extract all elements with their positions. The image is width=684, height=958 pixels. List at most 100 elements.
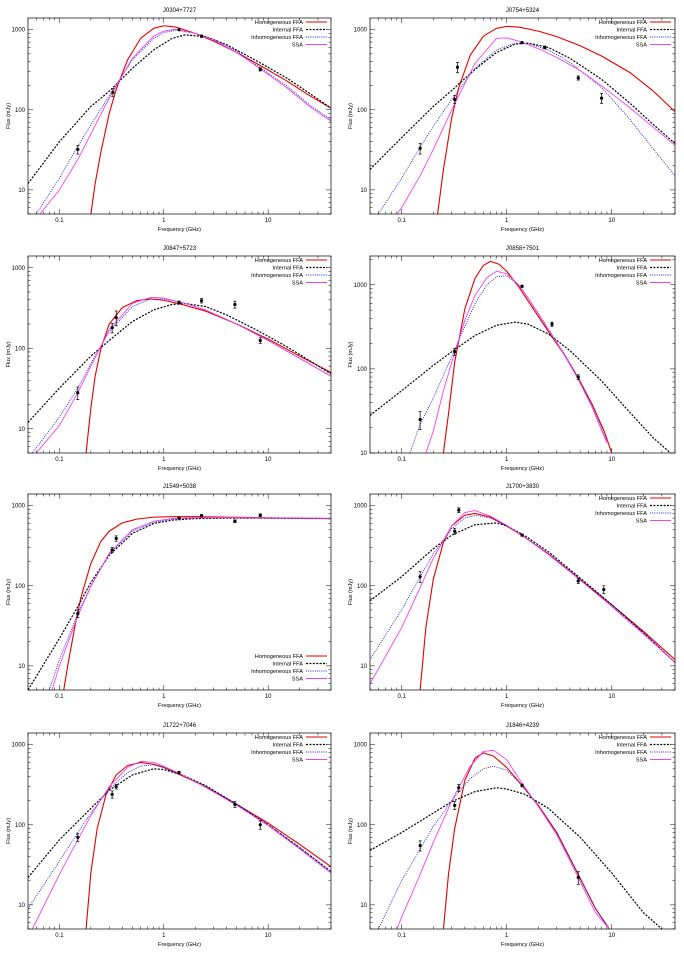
x-tick-label: 1 (505, 933, 509, 939)
model-curves (28, 296, 331, 453)
legend-label: Homogeneous FFA (255, 258, 303, 264)
data-point (258, 338, 262, 343)
legend-label: Internal FFA (617, 266, 648, 272)
x-tick-label: 10 (608, 457, 615, 463)
data-point (543, 45, 547, 50)
series-inhomogeneous-ffa (377, 42, 675, 214)
y-tick-label: 10 (18, 427, 25, 433)
x-tick-label: 10 (265, 218, 272, 224)
legend: Homogeneous FFA Internal FFAInhomogeneous… (251, 20, 327, 49)
y-tick-label: 100 (357, 108, 368, 114)
series-inhomogeneous-ffa (409, 275, 608, 453)
panel-j1722-7046: J1722+7046 0.1 1 10 10 100 1000 Frequency (GHz)… (6, 723, 332, 948)
series-ssa (425, 270, 608, 453)
data-point (520, 284, 524, 288)
data-point (177, 516, 181, 520)
y-tick-label: 10 (18, 188, 25, 194)
plot-frame (27, 732, 332, 930)
data-point (576, 375, 580, 379)
plot-frame (27, 493, 332, 691)
data-point (114, 536, 118, 541)
plot-frame (369, 255, 676, 454)
y-tick-label: 1000 (12, 743, 26, 749)
legend: Homogeneous FFA Internal FFAInhomogeneous… (595, 496, 671, 525)
data-point (76, 391, 80, 395)
data-point (177, 770, 181, 775)
data-point (258, 67, 262, 71)
legend: Homogeneous FFA Internal FFAInhomogeneous… (251, 258, 327, 287)
legend-label: Inhomogeneous FFA (595, 511, 647, 517)
series-homogeneous-ffa (90, 25, 331, 214)
series-internal-ffa (370, 787, 663, 929)
data-point (177, 28, 181, 32)
data-point (258, 823, 262, 827)
x-tick-label: 1 (162, 457, 166, 463)
series-ssa (31, 760, 331, 929)
x-axis-label: Frequency (GHz) (158, 466, 201, 472)
data-point (520, 533, 524, 537)
data-point (576, 875, 580, 880)
data-point (453, 97, 457, 101)
panel-title: J1700+3830 (506, 484, 540, 490)
data-point (418, 146, 422, 150)
y-axis-label: Flux (mJy) (6, 579, 12, 605)
y-tick-label: 1000 (12, 504, 26, 510)
data-point (520, 41, 524, 45)
panel-title: J1722+7046 (163, 723, 197, 729)
data-point (76, 147, 80, 152)
data-point (418, 575, 422, 579)
y-axis-label: Flux (mJy) (6, 818, 12, 844)
x-axis-label: Frequency (GHz) (501, 227, 544, 233)
x-axis-label: Frequency (GHz) (501, 466, 544, 472)
x-axis-label: Frequency (GHz) (158, 703, 201, 709)
legend-label: Internal FFA (273, 266, 304, 272)
y-tick-label: 100 (357, 367, 368, 373)
legend-label: SSA (292, 677, 303, 683)
x-tick-label: 0.1 (397, 457, 406, 463)
y-axis-label: Flux (mJy) (348, 341, 354, 367)
data-point (602, 587, 606, 592)
data-point (76, 835, 80, 839)
x-axis-label: Frequency (GHz) (158, 227, 201, 233)
y-axis-label: Flux (mJy) (348, 103, 354, 129)
x-tick-label: 1 (162, 694, 166, 700)
data-point (453, 529, 457, 533)
plot-frame (369, 493, 676, 691)
series-homogeneous-ffa (85, 298, 331, 453)
y-tick-label: 10 (360, 903, 367, 909)
legend: Homogeneous FFA Internal FFAInhomogeneous… (595, 20, 671, 49)
legend-label: SSA (636, 43, 647, 49)
legend-label: SSA (636, 758, 647, 764)
x-tick-label: 0.1 (55, 933, 64, 939)
legend-label: Homogeneous FFA (255, 654, 303, 660)
series-ssa (39, 28, 331, 214)
panel-j0754-5324: J0754+5324 0.1 1 10 10 100 1000 Frequency (GHz)… (348, 8, 676, 233)
series-homogeneous-ffa (419, 512, 675, 690)
x-axis-label: Frequency (GHz) (158, 942, 201, 948)
x-tick-label: 0.1 (55, 457, 64, 463)
legend-label: Inhomogeneous FFA (251, 669, 303, 675)
model-curves (28, 25, 331, 214)
x-tick-label: 10 (608, 218, 615, 224)
y-axis-label: Flux (mJy) (6, 341, 12, 367)
data-point (111, 90, 115, 94)
panel-title: J0304+7727 (163, 8, 197, 14)
series-internal-ffa (28, 34, 331, 184)
model-curves (370, 510, 675, 690)
y-tick-label: 1000 (354, 504, 368, 510)
panel-title: J1846+4239 (506, 723, 540, 729)
data-point (457, 508, 461, 512)
plot-frame (369, 732, 676, 930)
data-point (76, 611, 80, 616)
plot-frame (27, 255, 332, 454)
legend-label: SSA (292, 758, 303, 764)
y-tick-label: 100 (15, 584, 26, 590)
legend-label: Inhomogeneous FFA (595, 750, 647, 756)
model-curves (370, 749, 663, 929)
data-point (457, 786, 461, 790)
legend-label: Homogeneous FFA (599, 496, 647, 502)
legend-label: Internal FFA (617, 28, 648, 34)
y-axis-label: Flux (mJy) (6, 103, 12, 129)
x-tick-label: 0.1 (55, 218, 64, 224)
x-tick-label: 0.1 (397, 933, 406, 939)
